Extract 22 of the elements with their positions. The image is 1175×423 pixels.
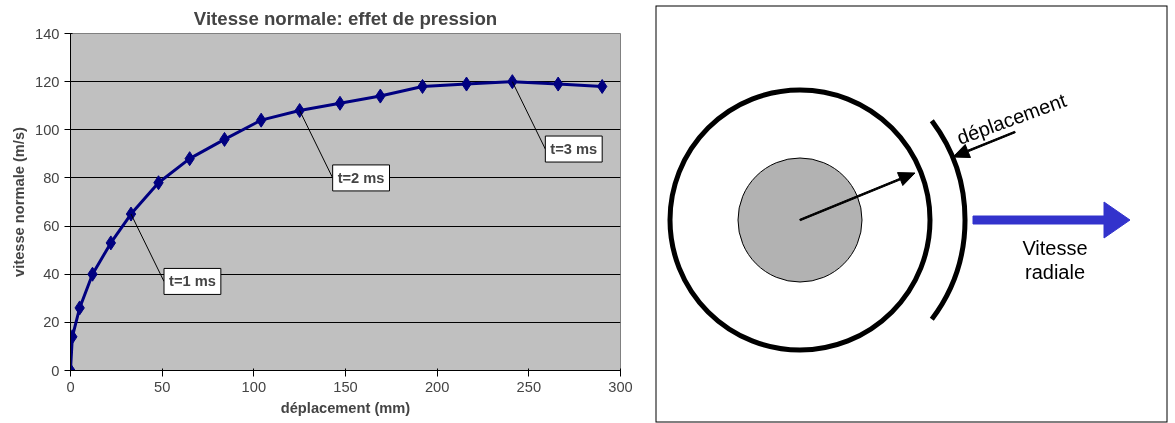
y-axis-title: vitesse normale (m/s) [11, 126, 28, 277]
x-tick-label: 100 [241, 378, 267, 395]
x-tick-label: 0 [66, 378, 75, 395]
y-tick-label: 140 [35, 25, 60, 42]
text: Vitesse radiale [1022, 237, 1088, 283]
x-tick-label: 50 [154, 378, 171, 395]
y-tick-label: 60 [43, 218, 60, 235]
x-tick-label: 200 [424, 378, 450, 395]
y-tick-label: 80 [43, 169, 60, 186]
x-tick-label: 300 [608, 378, 633, 395]
x-tick-label: 250 [516, 378, 542, 395]
annotation: t=1 ms [169, 273, 216, 290]
annotation: t=2 ms [337, 169, 385, 186]
chart-title: Vitesse normale: effet de pression [193, 7, 498, 29]
y-tick-label: 100 [35, 121, 60, 138]
y-tick-label: 20 [43, 314, 60, 331]
annotation: t=3 ms [550, 141, 598, 158]
x-axis-title: déplacement (mm) [280, 399, 411, 416]
y-tick-label: 40 [43, 266, 60, 283]
y-tick-label: 120 [35, 73, 60, 90]
y-tick-label: 0 [51, 362, 60, 379]
x-tick-label: 150 [333, 378, 358, 395]
